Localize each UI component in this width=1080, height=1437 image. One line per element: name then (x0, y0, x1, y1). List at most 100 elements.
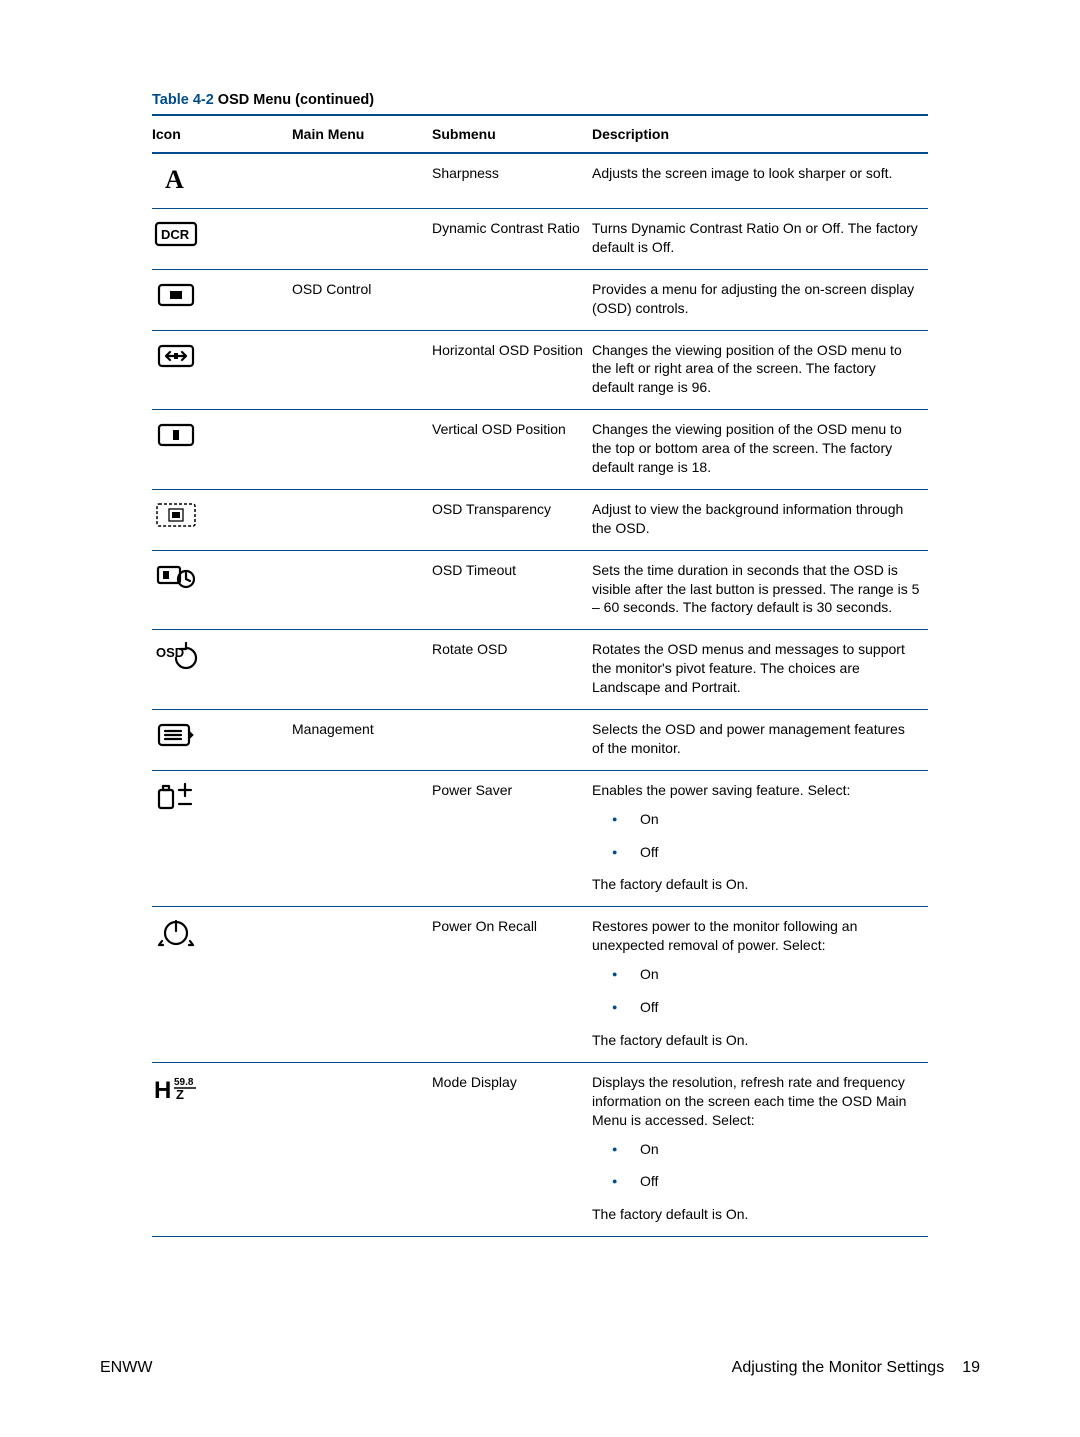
table-row: Power On RecallRestores power to the mon… (152, 907, 928, 1062)
vPos-icon (152, 418, 200, 452)
description-cell: Changes the viewing position of the OSD … (592, 410, 928, 490)
main-menu-cell (292, 630, 432, 710)
description-text: Adjust to view the background informatio… (592, 500, 920, 538)
main-menu-cell (292, 489, 432, 550)
option-item: Off (612, 998, 920, 1017)
icon-cell: DCR (152, 209, 292, 270)
description-cell: Displays the resolution, refresh rate an… (592, 1062, 928, 1236)
table-row: OSD Control Provides a menu for adjusting… (152, 269, 928, 330)
table-row: Vertical OSD PositionChanges the viewing… (152, 410, 928, 490)
description-cell: Adjusts the screen image to look sharper… (592, 153, 928, 209)
submenu-cell: OSD Transparency (432, 489, 592, 550)
description-cell: Provides a menu for adjusting the on-scr… (592, 269, 928, 330)
description-text: Selects the OSD and power management fea… (592, 720, 920, 758)
icon-cell (152, 269, 292, 330)
table-row: OSD TimeoutSets the time duration in sec… (152, 550, 928, 630)
icon-cell (152, 489, 292, 550)
description-cell: Sets the time duration in seconds that t… (592, 550, 928, 630)
svg-text:H: H (154, 1077, 171, 1104)
rotate-icon: OSD (152, 638, 200, 672)
table-row: A SharpnessAdjusts the screen image to lo… (152, 153, 928, 209)
icon-cell (152, 770, 292, 907)
option-item: On (612, 1140, 920, 1159)
page-footer: ENWW Adjusting the Monitor Settings19 (100, 1359, 980, 1377)
description-text: Changes the viewing position of the OSD … (592, 420, 920, 477)
option-item: Off (612, 843, 920, 862)
submenu-cell: Mode Display (432, 1062, 592, 1236)
powerSaver-icon (152, 779, 200, 813)
table-row: Management Selects the OSD and power mana… (152, 710, 928, 771)
page: Table 4-2 OSD Menu (continued) Icon Main… (0, 0, 1080, 1437)
main-menu-cell (292, 153, 432, 209)
osd-menu-table: Icon Main Menu Submenu Description A Shar… (152, 114, 928, 1237)
description-text: Rotates the OSD menus and messages to su… (592, 640, 920, 697)
page-number: 19 (962, 1359, 980, 1376)
svg-text:OSD: OSD (156, 645, 184, 660)
submenu-cell: Power On Recall (432, 907, 592, 1062)
description-text: Enables the power saving feature. Select… (592, 781, 920, 800)
submenu-cell: Sharpness (432, 153, 592, 209)
description-tail: The factory default is On. (592, 1031, 920, 1050)
col-desc: Description (592, 115, 928, 153)
icon-cell: OSD (152, 630, 292, 710)
description-text: Displays the resolution, refresh rate an… (592, 1073, 920, 1130)
icon-cell (152, 330, 292, 410)
submenu-cell: Vertical OSD Position (432, 410, 592, 490)
description-cell: Adjust to view the background informatio… (592, 489, 928, 550)
svg-text:DCR: DCR (161, 227, 190, 242)
caption-prefix: Table 4-2 (152, 92, 214, 108)
description-cell: Turns Dynamic Contrast Ratio On or Off. … (592, 209, 928, 270)
transparency-icon (152, 498, 200, 532)
table-row: Horizontal OSD PositionChanges the viewi… (152, 330, 928, 410)
icon-cell (152, 907, 292, 1062)
table-row: DCRDynamic Contrast RatioTurns Dynamic C… (152, 209, 928, 270)
description-cell: Restores power to the monitor following … (592, 907, 928, 1062)
description-text: Restores power to the monitor following … (592, 917, 920, 955)
option-list: On Off (592, 965, 920, 1017)
option-list: On Off (592, 1140, 920, 1192)
table-row: OSD Rotate OSDRotates the OSD menus and m… (152, 630, 928, 710)
col-sub: Submenu (432, 115, 592, 153)
option-item: Off (612, 1172, 920, 1191)
icon-cell: H59.8Z (152, 1062, 292, 1236)
main-menu-cell (292, 410, 432, 490)
description-text: Adjusts the screen image to look sharper… (592, 164, 920, 183)
col-icon: Icon (152, 115, 292, 153)
caption-title: OSD Menu (continued) (214, 92, 374, 108)
submenu-cell: Horizontal OSD Position (432, 330, 592, 410)
option-item: On (612, 810, 920, 829)
letterA-icon: A (152, 162, 200, 196)
description-tail: The factory default is On. (592, 875, 920, 894)
description-cell: Enables the power saving feature. Select… (592, 770, 928, 907)
description-text: Changes the viewing position of the OSD … (592, 341, 920, 398)
management-icon (152, 718, 200, 752)
submenu-cell: Rotate OSD (432, 630, 592, 710)
icon-cell (152, 710, 292, 771)
submenu-cell (432, 269, 592, 330)
table-caption: Table 4-2 OSD Menu (continued) (152, 92, 928, 108)
description-tail: The factory default is On. (592, 1205, 920, 1224)
main-menu-cell: OSD Control (292, 269, 432, 330)
osdControl-icon (152, 278, 200, 312)
main-menu-cell (292, 550, 432, 630)
main-menu-cell (292, 330, 432, 410)
description-cell: Changes the viewing position of the OSD … (592, 330, 928, 410)
svg-text:Z: Z (176, 1087, 184, 1102)
main-menu-cell (292, 907, 432, 1062)
option-item: On (612, 965, 920, 984)
col-main: Main Menu (292, 115, 432, 153)
icon-cell (152, 410, 292, 490)
main-menu-cell (292, 1062, 432, 1236)
submenu-cell: OSD Timeout (432, 550, 592, 630)
main-menu-cell (292, 770, 432, 907)
modeDisplay-icon: H59.8Z (152, 1071, 200, 1105)
main-menu-cell (292, 209, 432, 270)
table-row: OSD TransparencyAdjust to view the backg… (152, 489, 928, 550)
footer-right: Adjusting the Monitor Settings 19 (732, 1359, 980, 1377)
svg-text:A: A (165, 165, 184, 194)
footer-section: Adjusting the Monitor Settings (732, 1359, 945, 1376)
icon-cell (152, 550, 292, 630)
main-menu-cell: Management (292, 710, 432, 771)
icon-cell: A (152, 153, 292, 209)
table-row: Power SaverEnables the power saving feat… (152, 770, 928, 907)
